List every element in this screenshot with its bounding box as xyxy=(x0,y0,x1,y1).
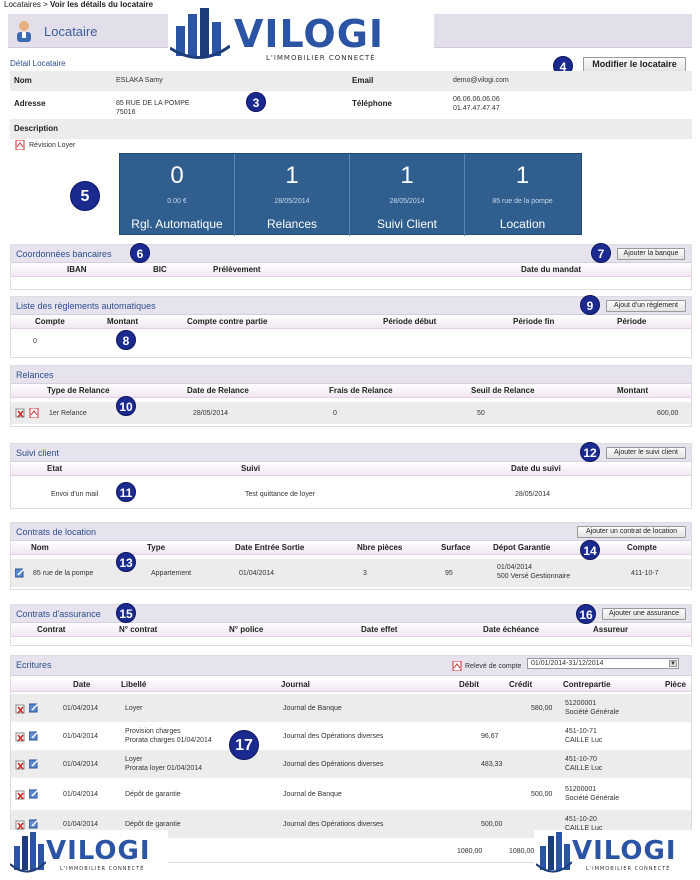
marker-9: 9 xyxy=(580,295,600,315)
ecriture-row: 01/04/2014 Loyer Prorata loyer 01/04/2014 J… xyxy=(11,750,691,778)
marker-17: 17 xyxy=(229,730,259,760)
edit-icon[interactable] xyxy=(29,703,39,713)
edit-icon[interactable] xyxy=(15,568,25,578)
tenant-email: demo@vilogi.com xyxy=(453,77,509,84)
vilogi-logo-bottom-left: VILOGI L'IMMOBILIER CONNECTÉ xyxy=(8,830,168,878)
breadcrumb: Locataires > Voir les détails du locatai… xyxy=(4,0,154,9)
delete-icon[interactable] xyxy=(15,790,25,800)
tile-suivi-client[interactable]: 1 28/05/2014 Suivi Client xyxy=(350,154,465,236)
delete-icon[interactable] xyxy=(15,732,25,742)
assurance-title: Contrats d'assurance xyxy=(16,609,101,619)
marker-7: 7 xyxy=(591,243,611,263)
add-suivi-button[interactable]: Ajouter le suivi client xyxy=(606,447,686,459)
delete-icon[interactable] xyxy=(15,760,25,770)
add-contrat-button[interactable]: Ajouter un contrat de location xyxy=(577,526,686,538)
tenant-phone-line1: 06.06.06.06.06 xyxy=(453,96,500,103)
add-assurance-button[interactable]: Ajouter une assurance xyxy=(602,608,686,620)
vilogi-logo: VILOGI L'IMMOBILIER CONNECTÉ xyxy=(168,4,434,66)
assurance-section: Contrats d'assurance Contrat N° contrat … xyxy=(10,604,692,646)
tenant-address-line1: 85 RUE DE LA POMPE xyxy=(116,100,190,107)
marker-3: 3 xyxy=(246,92,266,112)
marker-12: 12 xyxy=(580,442,600,462)
page-title: Locataire xyxy=(44,24,98,39)
breadcrumb-current: Voir les détails du locataire xyxy=(50,0,154,9)
detail-title: Détail Locataire xyxy=(10,59,66,68)
marker-13: 13 xyxy=(116,552,136,572)
pdf-icon xyxy=(15,140,25,150)
user-avatar-icon xyxy=(17,21,31,42)
edit-tenant-button[interactable]: Modifier le locataire xyxy=(583,57,686,72)
edit-icon[interactable] xyxy=(29,819,39,829)
chevron-down-icon: ▼ xyxy=(669,660,677,667)
contrat-row: 85 rue de la pompe Appartement 01/04/201… xyxy=(11,559,691,587)
marker-10: 10 xyxy=(116,396,136,416)
pdf-icon[interactable] xyxy=(29,408,39,418)
bank-title: Coordonnées bancaires xyxy=(16,249,112,259)
detail-row-1 xyxy=(10,71,692,91)
revision-loyer-link[interactable]: Révision Loyer xyxy=(29,142,76,149)
add-bank-button[interactable]: Ajouter la banque xyxy=(617,248,685,260)
summary-tiles: 0 0.00 € Rgl. Automatique 1 28/05/2014 Relan… xyxy=(119,153,582,236)
bank-section: Coordonnées bancaires IBAN BIC Prélèveme… xyxy=(10,244,692,290)
pdf-icon[interactable] xyxy=(452,661,462,671)
add-reglement-button[interactable]: Ajout d'un règlement xyxy=(606,300,686,312)
edit-icon[interactable] xyxy=(29,731,39,741)
reglements-title: Liste des règlements automatiques xyxy=(16,301,156,311)
tile-rgl-automatique[interactable]: 0 0.00 € Rgl. Automatique xyxy=(120,154,235,236)
tile-relances[interactable]: 1 28/05/2014 Relances xyxy=(235,154,350,236)
total-debit: 1080,00 xyxy=(457,848,483,855)
marker-11: 11 xyxy=(116,482,136,502)
ecriture-row: 01/04/2014 Loyer Journal de Banque 580,00 51… xyxy=(11,694,691,722)
ecriture-row: 01/04/2014 Dépôt de garantie Journal de Ba… xyxy=(11,780,691,808)
relance-row: 1er Relance 28/05/2014 0 50 600,00 xyxy=(11,402,691,424)
marker-8: 8 xyxy=(116,330,136,350)
ecritures-section: Ecritures Date Libellé Journal Débit Cré… xyxy=(10,655,692,863)
breadcrumb-root[interactable]: Locataires xyxy=(4,0,41,9)
delete-icon[interactable] xyxy=(15,408,25,418)
tenant-name: ESLAKA Samy xyxy=(116,77,163,84)
relances-title: Relances xyxy=(16,370,54,380)
vilogi-logo-bottom-right: VILOGI L'IMMOBILIER CONNECTÉ xyxy=(534,830,696,878)
marker-5: 5 xyxy=(70,181,100,211)
tile-location[interactable]: 1 85 rue de la pompe Location xyxy=(492,162,553,231)
contrats-title: Contrats de location xyxy=(16,527,97,537)
delete-icon[interactable] xyxy=(15,820,25,830)
tenant-address-line2: 75016 xyxy=(116,109,136,116)
marker-16: 16 xyxy=(576,604,596,624)
delete-icon[interactable] xyxy=(15,704,25,714)
edit-icon[interactable] xyxy=(29,789,39,799)
marker-14: 14 xyxy=(580,540,600,560)
period-select[interactable]: 01/01/2014-31/12/2014 ▼ xyxy=(527,658,679,669)
edit-icon[interactable] xyxy=(29,759,39,769)
marker-6: 6 xyxy=(130,243,150,263)
suivi-title: Suivi client xyxy=(16,448,60,458)
ecritures-title: Ecritures xyxy=(16,660,52,670)
tenant-phone-line2: 01.47.47.47.47 xyxy=(453,105,500,112)
marker-15: 15 xyxy=(116,603,136,623)
ecriture-row: 01/04/2014 Provision charges Prorata charg… xyxy=(11,722,691,750)
relances-section: Relances Type de Relance Date de Relance… xyxy=(10,365,692,427)
releve-compte-link[interactable]: Relevé de compte xyxy=(465,663,522,670)
total-credit: 1080,00 xyxy=(509,848,535,855)
